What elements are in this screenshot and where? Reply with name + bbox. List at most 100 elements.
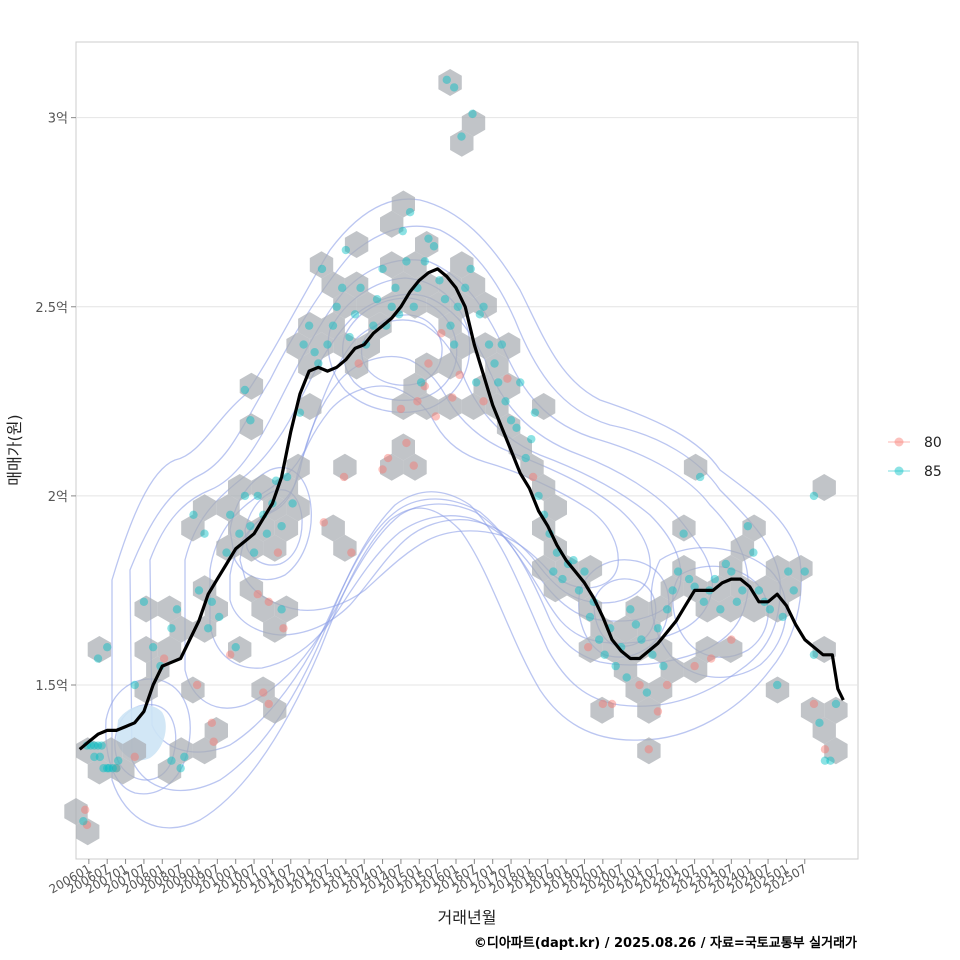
hexbin-cell — [765, 555, 790, 582]
data-point-80 — [431, 412, 440, 421]
data-point-85 — [222, 548, 231, 557]
data-point-85 — [521, 453, 530, 463]
hexbin-cell — [742, 514, 766, 542]
data-point-85 — [534, 491, 543, 501]
hexbin-cell — [695, 636, 719, 663]
data-point-85 — [690, 582, 699, 591]
data-point-80 — [607, 699, 617, 709]
data-point-85 — [420, 257, 429, 266]
contour-line — [229, 355, 651, 636]
data-point-80 — [820, 745, 830, 754]
hexbin-cell — [789, 555, 813, 582]
hexbin-cell — [321, 271, 345, 299]
data-point-85 — [732, 597, 742, 606]
data-point-85 — [356, 283, 365, 293]
data-point-85 — [653, 624, 663, 633]
hexbin-cell — [391, 433, 415, 461]
legend-key-85 — [894, 466, 904, 476]
data-point-85 — [246, 521, 255, 531]
data-point-85 — [585, 612, 595, 622]
data-point-85 — [716, 605, 725, 614]
data-point-80 — [479, 397, 488, 406]
data-point-85 — [304, 321, 314, 330]
hexbin-cell — [637, 696, 661, 724]
hexbin-cell — [719, 595, 743, 623]
data-point-85 — [453, 302, 463, 311]
x-axis-title: 거래년월 — [438, 908, 497, 927]
data-point-80 — [339, 472, 349, 482]
hexbin-cell — [204, 717, 228, 744]
data-point-85 — [93, 654, 103, 663]
data-point-80 — [354, 359, 363, 368]
data-point-85 — [558, 574, 567, 584]
data-point-85 — [721, 559, 731, 569]
data-point-80 — [207, 718, 217, 728]
hexbin-cell — [578, 555, 603, 582]
data-point-85 — [594, 635, 604, 644]
data-point-85 — [323, 340, 332, 349]
hexbin-cell — [251, 474, 275, 501]
data-point-80 — [424, 359, 433, 368]
hexbin-cell — [380, 453, 404, 481]
hexbin-cell — [216, 494, 240, 522]
data-point-85 — [225, 510, 235, 520]
data-point-85 — [622, 673, 631, 682]
data-point-85 — [90, 741, 99, 750]
data-point-85 — [684, 574, 694, 584]
data-point-85 — [497, 340, 507, 349]
contour-line — [239, 385, 619, 611]
hexbin-cell — [555, 555, 579, 582]
data-point-85 — [738, 586, 747, 595]
data-point-85 — [249, 548, 259, 557]
hexbin-cell — [812, 717, 836, 744]
hexbin-cell — [695, 595, 719, 623]
data-point-85 — [99, 764, 108, 773]
y-tick-label: 2.5억 — [35, 301, 68, 316]
data-point-85 — [295, 408, 305, 417]
data-point-85 — [494, 378, 503, 387]
data-point-85 — [176, 764, 185, 773]
hexbin-cell — [228, 636, 252, 663]
hexbin-cell — [239, 575, 264, 603]
hexbin-cell — [356, 332, 380, 360]
hexbin-cell — [438, 271, 462, 299]
data-point-85 — [424, 234, 433, 243]
y-tick-label: 1.5억 — [35, 679, 68, 694]
hexbin-cell — [520, 453, 544, 481]
hexbin-cell — [263, 534, 287, 562]
hexbin-cell — [578, 636, 603, 663]
hexbin-cell — [204, 595, 228, 623]
hexbin-cell — [672, 555, 696, 582]
hexbin-cell — [251, 676, 275, 704]
data-point-85 — [314, 359, 323, 368]
data-point-80 — [82, 820, 92, 830]
data-point-85 — [277, 605, 286, 614]
hexbin-cell — [333, 534, 357, 562]
hexbin-cell — [625, 595, 649, 623]
data-point-85 — [387, 302, 396, 311]
data-point-85 — [754, 586, 764, 595]
data-point-85 — [765, 605, 775, 614]
hexbin-cell — [415, 352, 439, 380]
data-point-80 — [259, 688, 268, 697]
hexbin-cell — [228, 514, 252, 542]
data-point-85 — [391, 283, 400, 293]
hexbin-cell — [824, 737, 848, 765]
hexbin-cell — [251, 514, 275, 542]
hexbin-cell — [648, 676, 673, 704]
legend-key-80 — [894, 437, 904, 447]
data-point-85 — [337, 283, 347, 293]
data-point-80 — [583, 642, 593, 652]
hexbin-cell — [321, 312, 345, 339]
hexbin-cell — [625, 676, 649, 704]
data-point-85 — [773, 680, 782, 690]
data-point-80 — [319, 518, 329, 527]
data-point-80 — [273, 548, 283, 557]
data-point-85 — [710, 574, 720, 584]
data-point-85 — [103, 764, 112, 773]
data-point-85 — [466, 264, 475, 274]
hexbin-cell — [461, 271, 486, 299]
data-point-85 — [580, 567, 589, 576]
data-point-85 — [800, 567, 809, 576]
hexbin-cell — [648, 595, 673, 623]
